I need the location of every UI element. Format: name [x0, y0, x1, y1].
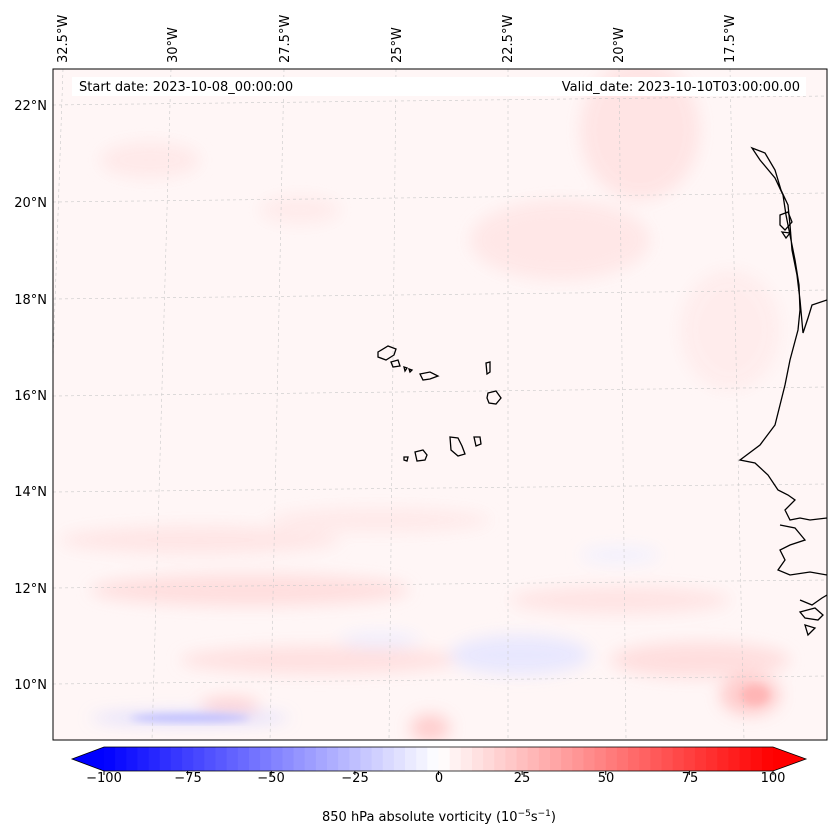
colorbar-segment [494, 747, 506, 771]
colorbar-segment [483, 747, 495, 771]
colorbar-segment [204, 747, 217, 771]
colorbar-segment [327, 747, 339, 771]
colorbar-segment [750, 747, 763, 771]
colorbar-tick-label: −25 [341, 771, 368, 786]
colorbar-tick-label: 75 [682, 771, 699, 786]
colorbar-segment [650, 747, 663, 771]
colorbar-segment [427, 747, 440, 771]
lat-label: 20°N [14, 196, 47, 211]
colorbar-segment [505, 747, 518, 771]
colorbar-segment [282, 747, 295, 771]
colorbar-segment [739, 747, 752, 771]
colorbar-segment [527, 747, 540, 771]
colorbar-segment [460, 747, 473, 771]
lon-label: 20°W [612, 27, 627, 63]
colorbar-segment [550, 747, 562, 771]
colorbar-segment [193, 747, 205, 771]
colorbar-ticks: −100 −75 −50 −25 0 25 50 75 100 [86, 771, 785, 786]
colorbar-segment [572, 747, 585, 771]
lon-label: 17.5°W [723, 15, 738, 63]
colorbar-segment [371, 747, 384, 771]
colorbar-segment [694, 747, 707, 771]
colorbar-segment [360, 747, 373, 771]
colorbar-segment [672, 747, 685, 771]
lat-label: 22°N [14, 99, 47, 114]
colorbar-segment [761, 747, 774, 771]
colorbar-segment [706, 747, 718, 771]
colorbar-tick-label: −75 [174, 771, 201, 786]
colorbar [70, 746, 808, 775]
lat-label: 16°N [14, 389, 47, 404]
lon-label: 25°W [390, 27, 405, 63]
colorbar-segment [616, 747, 629, 771]
colorbar-label: 850 hPa absolute vorticity (10−5s−1) [322, 809, 556, 825]
colorbar-segment [405, 747, 417, 771]
cape-verde-islands [377, 345, 502, 462]
longitude-labels: 32.5°W 30°W 27.5°W 25°W 22.5°W 20°W 17.5… [56, 15, 738, 63]
colorbar-segment [683, 747, 696, 771]
colorbar-segment [126, 747, 139, 771]
lon-label: 32.5°W [56, 15, 71, 63]
colorbar-segment [471, 747, 484, 771]
colorbar-segment [248, 747, 261, 771]
colorbar-segment [338, 747, 350, 771]
colorbar-segment [304, 747, 317, 771]
colorbar-segment [182, 747, 194, 771]
vorticity-field [53, 69, 827, 740]
colorbar-tick-label: −50 [257, 771, 284, 786]
colorbar-segment [382, 747, 395, 771]
map-frame [52, 68, 828, 741]
colorbar-segment [315, 747, 328, 771]
coastline [738, 146, 827, 637]
colorbar-segment [293, 747, 306, 771]
colorbar-segment [260, 747, 272, 771]
colorbar-segment [538, 747, 551, 771]
colorbar-segment [416, 747, 428, 771]
lon-label: 30°W [166, 27, 181, 63]
colorbar-segment [449, 747, 462, 771]
colorbar-segment [215, 747, 228, 771]
lon-label: 27.5°W [278, 15, 293, 63]
start-date-text: Start date: 2023-10-08_00:00:00 [79, 80, 293, 95]
colorbar-segment [594, 747, 607, 771]
colorbar-tick-label: 50 [598, 771, 615, 786]
colorbar-segment [271, 747, 283, 771]
valid-date-text: Valid_date: 2023-10-10T03:00:00.00 [562, 80, 800, 95]
colorbar-segment [561, 747, 573, 771]
colorbar-segment [717, 747, 729, 771]
colorbar-segment [728, 747, 741, 771]
colorbar-segment [516, 747, 529, 771]
colorbar-segment [628, 747, 640, 771]
colorbar-min-extend [72, 747, 104, 771]
colorbar-tick-label: 100 [761, 771, 786, 786]
colorbar-segment [137, 747, 150, 771]
colorbar-segment [349, 747, 362, 771]
graticule [53, 69, 827, 740]
lat-label: 10°N [14, 678, 47, 693]
colorbar-segment [170, 747, 183, 771]
colorbar-segment [438, 747, 451, 771]
latitude-labels: 22°N 20°N 18°N 16°N 14°N 12°N 10°N [14, 99, 47, 693]
colorbar-segment [393, 747, 406, 771]
lat-label: 18°N [14, 293, 47, 308]
lat-label: 12°N [14, 582, 47, 597]
colorbar-segment [583, 747, 596, 771]
colorbar-segment [661, 747, 674, 771]
colorbar-segment [148, 747, 161, 771]
colorbar-segment [104, 747, 116, 771]
lon-label: 22.5°W [501, 15, 516, 63]
colorbar-segment [605, 747, 618, 771]
colorbar-segment [115, 747, 127, 771]
lat-label: 14°N [14, 485, 47, 500]
colorbar-tick-label: 25 [514, 771, 531, 786]
colorbar-segment [159, 747, 172, 771]
date-header-box [72, 77, 806, 96]
colorbar-segment [639, 747, 651, 771]
colorbar-max-extend [773, 747, 806, 771]
colorbar-tick-label: 0 [435, 771, 443, 786]
colorbar-tick-label: −100 [86, 771, 122, 786]
colorbar-segment [237, 747, 250, 771]
colorbar-segment [226, 747, 239, 771]
